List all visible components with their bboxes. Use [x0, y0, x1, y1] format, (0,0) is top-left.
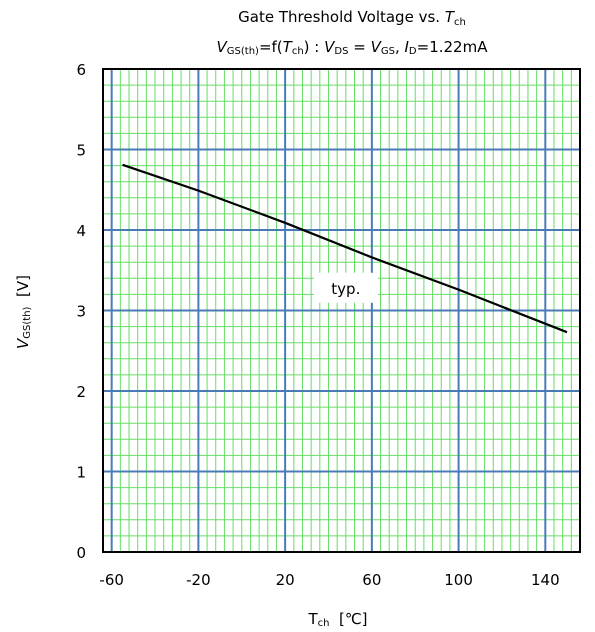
y-tick-label: 0	[76, 544, 86, 562]
plot-frame	[102, 68, 581, 553]
x-tick-label: -60	[99, 571, 124, 589]
x-axis-label: Tch [℃]	[307, 610, 367, 629]
x-tick-label: 60	[362, 571, 381, 589]
y-tick-label: 5	[76, 142, 86, 160]
y-tick-label: 6	[76, 61, 86, 79]
y-tick-label: 4	[76, 222, 86, 240]
x-tick-label: -20	[186, 571, 211, 589]
y-tick-label: 3	[76, 303, 86, 321]
x-tick-label: 140	[531, 571, 560, 589]
x-tick-label: 20	[276, 571, 295, 589]
annotation-typ: typ.	[331, 280, 360, 298]
y-tick-label: 1	[76, 464, 86, 482]
series-line-typ	[122, 163, 568, 334]
y-axis-label: VGS(th) [V]	[14, 275, 33, 349]
annotation-background	[313, 272, 378, 303]
chart-subtitle: VGS(th)=f(Tch) : VDS = VGS, ID=1.22mA	[217, 38, 489, 57]
y-tick-label: 2	[76, 383, 86, 401]
x-tick-label: 100	[444, 571, 473, 589]
chart-title-line1: Gate Threshold Voltage vs. Tch	[238, 8, 466, 28]
plot-area: typ. -60 -20 20 60 100 140 0 1 2 3 4 5 6	[76, 61, 581, 589]
